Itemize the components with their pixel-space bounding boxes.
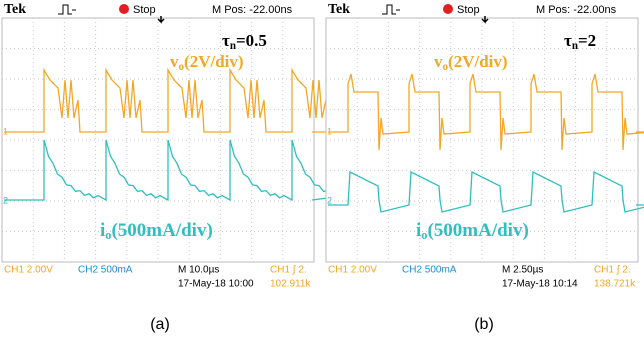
state: Stop	[133, 4, 156, 16]
stop-icon	[119, 4, 129, 14]
brand: Tek	[328, 2, 350, 17]
brand: Tek	[4, 2, 26, 17]
annotation-symbol: τ	[222, 31, 230, 50]
date: 17-May-18 10:14	[502, 279, 578, 290]
caption: (b)	[474, 316, 494, 333]
current-label: io(500mA/div)	[416, 220, 529, 241]
ch1-setting: CH1 2.00V	[328, 265, 377, 276]
annotation: τn=0.5	[222, 31, 267, 52]
ch2-marker: 2	[327, 195, 332, 205]
annotation-rest: =2	[578, 31, 596, 50]
current-label: io(500mA/div)	[100, 220, 213, 241]
timebase: M 10.0µs	[178, 265, 219, 276]
stop-icon	[443, 4, 453, 14]
position: M Pos: -22.00ns	[212, 4, 293, 16]
annotation-symbol: τ	[564, 31, 572, 50]
annotation: τn=2	[564, 31, 596, 52]
ch2-setting: CH2 500mA	[78, 265, 133, 276]
state: Stop	[457, 4, 480, 16]
figure: TekStopM Pos: -22.00ns12τn=0.5vo(2V/div)…	[0, 0, 644, 343]
trigger-level: CH1 ∫ 2.	[594, 265, 631, 276]
voltage-label-rest: (2V/div)	[448, 52, 508, 71]
ch2-marker: 2	[3, 195, 8, 205]
frequency: 138.721k	[594, 279, 636, 290]
ch1-marker: 1	[327, 126, 332, 136]
current-label-rest: (500mA/div)	[111, 220, 212, 241]
voltage-label-rest: (2V/div)	[184, 52, 244, 71]
trigger-icon	[58, 5, 76, 14]
position: M Pos: -22.00ns	[536, 4, 617, 16]
trigger-level: CH1 ∫ 2.	[270, 265, 307, 276]
ch2-setting: CH2 500mA	[402, 265, 457, 276]
ch1-marker: 1	[3, 126, 8, 136]
timebase: M 2.50µs	[502, 265, 543, 276]
trigger-icon	[382, 5, 400, 14]
annotation-rest: =0.5	[236, 31, 267, 50]
date: 17-May-18 10:00	[178, 279, 254, 290]
ch1-setting: CH1 2.00V	[4, 265, 53, 276]
current-label-rest: (500mA/div)	[427, 220, 528, 241]
frequency: 102.911k	[270, 279, 311, 290]
caption: (a)	[150, 316, 170, 333]
